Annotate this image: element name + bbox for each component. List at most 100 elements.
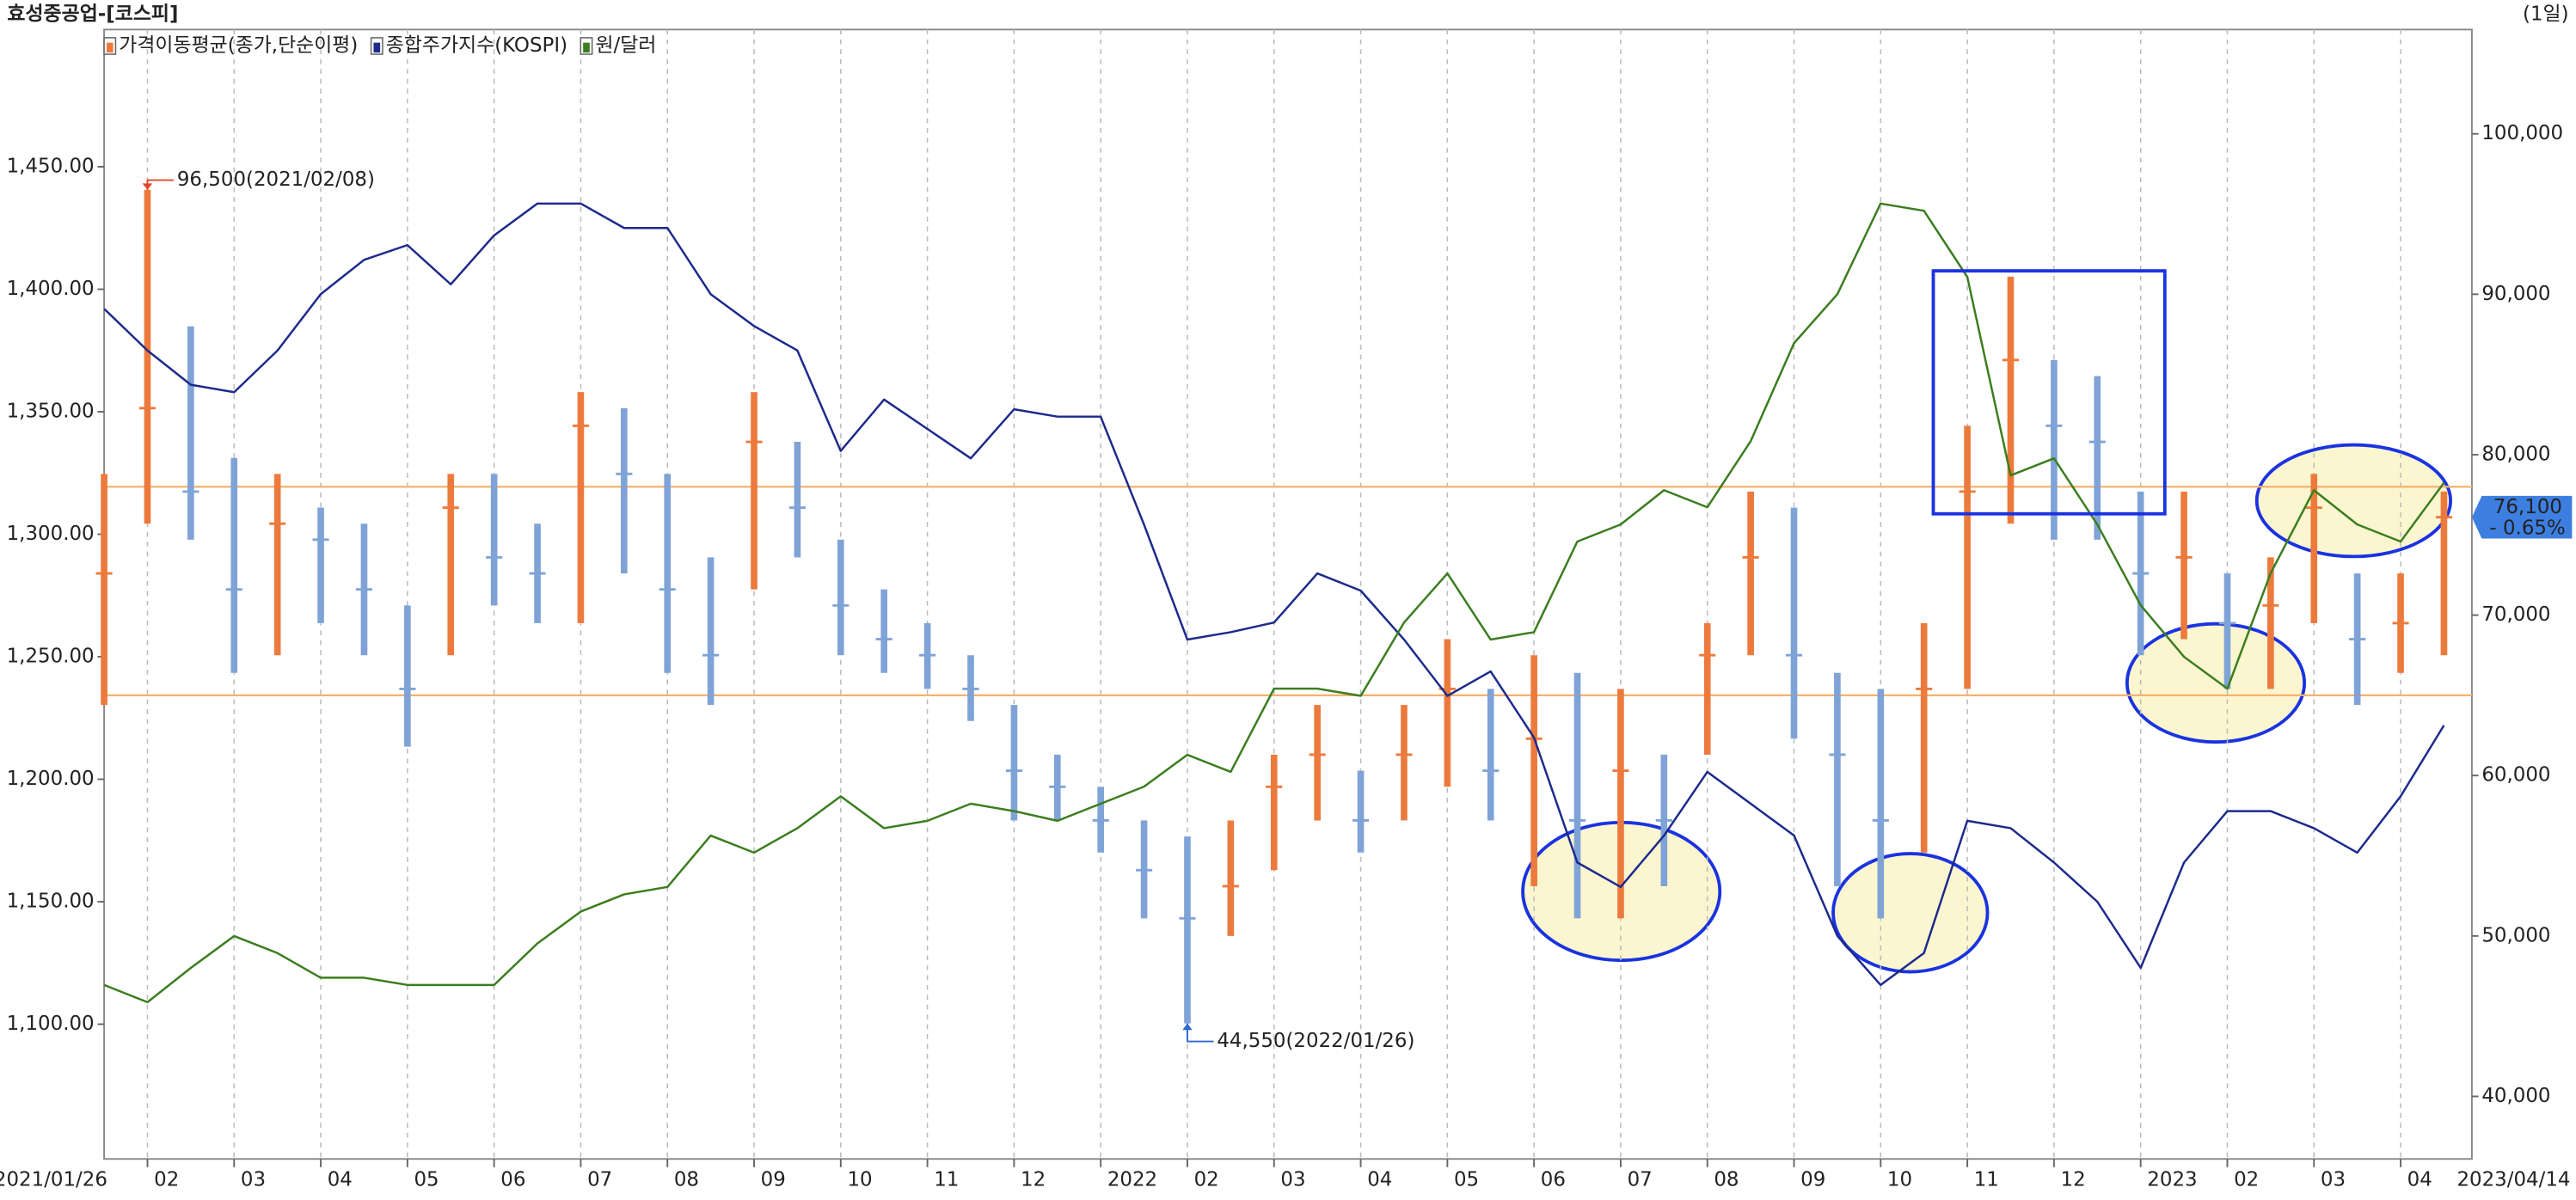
x-tick-label: 04 — [2407, 1169, 2432, 1191]
price-bar — [2440, 491, 2448, 656]
price-bar — [2094, 376, 2101, 540]
x-tick-label: 07 — [1628, 1169, 1653, 1191]
x-tick-label: 05 — [1454, 1169, 1479, 1191]
price-bar — [621, 407, 628, 574]
y2-tick-label: 60,000 — [2481, 764, 2550, 787]
price-bar — [101, 474, 107, 706]
y-tick-label: 1,150.00 — [7, 890, 95, 912]
x-tick-label: 06 — [500, 1169, 525, 1191]
y2-tick-label: 90,000 — [2481, 283, 2550, 305]
plot: 2021/01/26 02 03 04 05 06 07 08 09 10 11 12 2022 02 03… — [0, 29, 2573, 1191]
x-tick-label: 12 — [1021, 1169, 1046, 1191]
x-tick-label: 11 — [934, 1169, 959, 1191]
annotation-label: 96,500(2021/02/08) — [177, 168, 375, 191]
price-bar — [2223, 573, 2231, 689]
legend-label: 종합주가지수(KOSPI) — [386, 34, 567, 57]
price-bar — [230, 457, 238, 673]
highlight-ellipse — [1831, 852, 1990, 974]
x-tick-label: 04 — [1367, 1169, 1392, 1191]
y-tick-label: 1,100.00 — [7, 1013, 95, 1035]
price-bar — [447, 474, 455, 656]
x-tick-label: 2022 — [1107, 1169, 1157, 1191]
price-bar — [2007, 276, 2015, 524]
price-bar — [1617, 689, 1624, 919]
legend-icon-fill — [106, 42, 113, 53]
price-bar — [404, 605, 411, 747]
x-tick-label: 07 — [587, 1169, 612, 1191]
annotation-head — [142, 183, 153, 191]
x-tick-label: 09 — [1800, 1169, 1825, 1191]
price-bar — [1357, 770, 1365, 853]
annotation-head — [1182, 1023, 1193, 1031]
y-tick-label: 1,250.00 — [7, 645, 95, 667]
price-bar — [577, 392, 585, 623]
price-bar — [1573, 672, 1581, 919]
price-bar — [1314, 705, 1321, 821]
x-tick-label: 2023 — [2147, 1169, 2197, 1191]
price-bar — [1487, 689, 1494, 821]
x-tick-label: 02 — [1194, 1169, 1219, 1191]
x-tick-label: 11 — [1974, 1169, 1999, 1191]
price-bar — [1444, 639, 1451, 787]
legend-icon-fill — [373, 42, 381, 53]
y-tick-label: 1,400.00 — [7, 278, 95, 300]
x-tick-label: 08 — [674, 1169, 699, 1191]
price-bar — [1010, 705, 1018, 821]
price-bar — [794, 442, 801, 558]
price-bar — [2180, 491, 2187, 640]
x-tick-label: 04 — [328, 1169, 353, 1191]
x-tick-label: 12 — [2061, 1169, 2086, 1191]
price-bar — [2310, 474, 2318, 623]
price-bar — [1834, 672, 1841, 886]
price-tag-value: 76,100 — [2493, 496, 2562, 518]
price-bar — [1530, 655, 1537, 886]
x-tick-label: 2021/01/26 — [0, 1169, 107, 1191]
series-line — [103, 202, 2445, 987]
highlight-ellipse — [2254, 443, 2452, 559]
y2-tick-label: 100,000 — [2481, 122, 2563, 144]
price-bar — [490, 474, 498, 606]
legend-label: 가격이동평균(종가,단순이평) — [119, 34, 358, 57]
price-bar — [1401, 705, 1408, 821]
price-bar — [707, 557, 715, 706]
y-tick-label: 1,200.00 — [7, 768, 95, 790]
price-bar — [2051, 359, 2058, 540]
price-tag-change: - 0.65% — [2489, 517, 2565, 540]
price-bar — [751, 392, 757, 590]
price-bar — [1184, 836, 1191, 1024]
x-tick-label: 05 — [414, 1169, 439, 1191]
price-bar — [1747, 491, 1754, 656]
price-bar — [1227, 820, 1235, 936]
x-tick-label: 02 — [2234, 1169, 2259, 1191]
y2-tick-label: 80,000 — [2481, 443, 2550, 465]
x-tick-label: 2023/04/14 — [2456, 1169, 2570, 1191]
x-tick-label: 03 — [2321, 1169, 2346, 1191]
y-tick-label: 1,300.00 — [7, 523, 95, 545]
x-tick-label: 03 — [241, 1169, 266, 1191]
y2-tick-label: 70,000 — [2481, 603, 2550, 626]
price-bar — [837, 539, 844, 656]
series-line — [103, 202, 2445, 1004]
x-tick-label: 08 — [1714, 1169, 1739, 1191]
price-bar — [273, 474, 281, 656]
price-bar — [1790, 507, 1798, 739]
price-bar — [144, 190, 151, 524]
y-tick-label: 1,450.00 — [7, 155, 95, 177]
y2-tick-label: 50,000 — [2481, 924, 2550, 946]
legend-icon-fill — [583, 42, 590, 53]
y2-tick-label: 40,000 — [2481, 1085, 2550, 1107]
price-bar — [317, 507, 324, 623]
price-bar — [187, 326, 194, 540]
price-bar — [1877, 689, 1885, 919]
price-bar — [880, 589, 888, 673]
x-tick-label: 10 — [847, 1169, 872, 1191]
y-tick-label: 1,350.00 — [7, 400, 95, 422]
price-bar — [1270, 754, 1278, 871]
legend-label: 원/달러 — [595, 34, 656, 57]
price-tag — [2471, 495, 2573, 539]
chart-title: 효성중공업-[코스피] — [7, 3, 178, 26]
highlight-ellipse — [2125, 621, 2307, 744]
x-tick-label: 09 — [761, 1169, 786, 1191]
